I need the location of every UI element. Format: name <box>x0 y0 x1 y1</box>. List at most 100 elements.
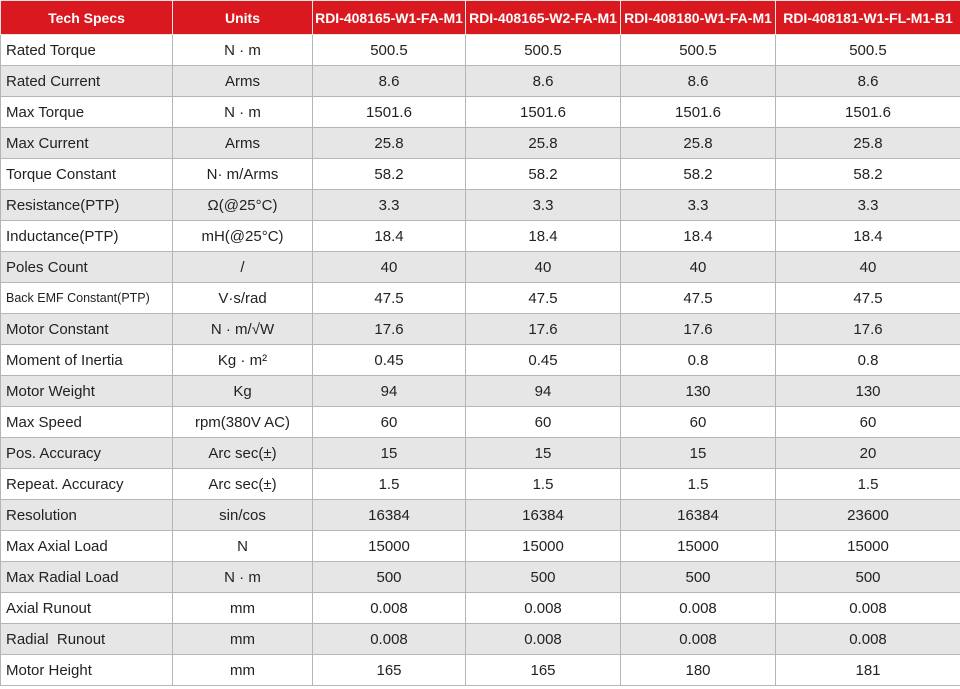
value-cell: 500 <box>312 561 466 593</box>
value-cell: 15000 <box>312 530 466 562</box>
value-cell: 130 <box>775 375 960 407</box>
value-cell: 58.2 <box>775 158 960 190</box>
value-cell: 500 <box>775 561 960 593</box>
spec-name: Rated Current <box>0 65 173 97</box>
spec-name: Motor Constant <box>0 313 173 345</box>
spec-name: Max Axial Load <box>0 530 173 562</box>
value-cell: 0.008 <box>775 623 960 655</box>
unit-cell: N · m <box>172 34 313 66</box>
value-cell: 47.5 <box>775 282 960 314</box>
spec-name: Motor Height <box>0 654 173 686</box>
value-cell: 16384 <box>620 499 776 531</box>
value-cell: 0.45 <box>465 344 621 376</box>
spec-name: Pos. Accuracy <box>0 437 173 469</box>
value-cell: 17.6 <box>465 313 621 345</box>
value-cell: 15000 <box>465 530 621 562</box>
spec-name: Repeat. Accuracy <box>0 468 173 500</box>
value-cell: 15 <box>620 437 776 469</box>
value-cell: 500 <box>465 561 621 593</box>
value-cell: 47.5 <box>620 282 776 314</box>
unit-cell: N <box>172 530 313 562</box>
unit-cell: Arms <box>172 127 313 159</box>
value-cell: 165 <box>312 654 466 686</box>
unit-cell: mm <box>172 654 313 686</box>
value-cell: 0.8 <box>775 344 960 376</box>
unit-cell: mH(@25°C) <box>172 220 313 252</box>
value-cell: 0.45 <box>312 344 466 376</box>
value-cell: 15 <box>465 437 621 469</box>
unit-cell: N · m <box>172 96 313 128</box>
unit-cell: sin/cos <box>172 499 313 531</box>
value-cell: 130 <box>620 375 776 407</box>
spec-name: Max Torque <box>0 96 173 128</box>
unit-cell: mm <box>172 592 313 624</box>
value-cell: 16384 <box>312 499 466 531</box>
header-cell: Units <box>172 0 313 35</box>
unit-cell: Arc sec(±) <box>172 468 313 500</box>
value-cell: 17.6 <box>775 313 960 345</box>
value-cell: 500.5 <box>620 34 776 66</box>
table-row: Max Radial Load N · m 500 500 500 500 <box>0 561 960 593</box>
spec-name: Resolution <box>0 499 173 531</box>
value-cell: 1.5 <box>312 468 466 500</box>
value-cell: 0.8 <box>620 344 776 376</box>
value-cell: 8.6 <box>465 65 621 97</box>
table-row: Pos. Accuracy Arc sec(±) 15 15 15 20 <box>0 437 960 469</box>
value-cell: 18.4 <box>465 220 621 252</box>
value-cell: 25.8 <box>775 127 960 159</box>
value-cell: 15000 <box>775 530 960 562</box>
spec-name: Axial Runout <box>0 592 173 624</box>
value-cell: 58.2 <box>465 158 621 190</box>
unit-cell: Arms <box>172 65 313 97</box>
value-cell: 15 <box>312 437 466 469</box>
table-row: Repeat. Accuracy Arc sec(±) 1.5 1.5 1.5 1.5 <box>0 468 960 500</box>
value-cell: 40 <box>465 251 621 283</box>
value-cell: 60 <box>465 406 621 438</box>
value-cell: 25.8 <box>620 127 776 159</box>
value-cell: 0.008 <box>312 623 466 655</box>
table-row: Torque Constant N· m/Arms 58.2 58.2 58.2 58.2 <box>0 158 960 190</box>
spec-name: Rated Torque <box>0 34 173 66</box>
value-cell: 3.3 <box>465 189 621 221</box>
table-row: Max Axial Load N 15000 15000 15000 15000 <box>0 530 960 562</box>
value-cell: 94 <box>465 375 621 407</box>
value-cell: 18.4 <box>775 220 960 252</box>
value-cell: 0.008 <box>465 623 621 655</box>
table-row: Max Torque N · m 1501.6 1501.6 1501.6 1501.6 <box>0 96 960 128</box>
table-row: Poles Count/40 40 40 40 <box>0 251 960 283</box>
unit-cell: Kg · m² <box>172 344 313 376</box>
value-cell: 8.6 <box>775 65 960 97</box>
value-cell: 23600 <box>775 499 960 531</box>
unit-cell: Ω(@25°C) <box>172 189 313 221</box>
value-cell: 25.8 <box>312 127 466 159</box>
spec-name: Max Speed <box>0 406 173 438</box>
spec-name: Poles Count <box>0 251 173 283</box>
spec-name: Torque Constant <box>0 158 173 190</box>
table-row: Moment of Inertia Kg · m² 0.45 0.45 0.8 0.8 <box>0 344 960 376</box>
header-cell: RDI-408181-W1-FL-M1-B1 <box>775 0 960 35</box>
table-row: Motor Height mm 165 165 180 181 <box>0 654 960 686</box>
value-cell: 181 <box>775 654 960 686</box>
value-cell: 1501.6 <box>465 96 621 128</box>
table-row: Max Speed rpm(380V AC) 60 60 60 60 <box>0 406 960 438</box>
table-row: Resolution sin/cos 16384 16384 16384 23600 <box>0 499 960 531</box>
value-cell: 47.5 <box>312 282 466 314</box>
table-row: Rated Current Arms 8.6 8.6 8.6 8.6 <box>0 65 960 97</box>
spec-name: Inductance(PTP) <box>0 220 173 252</box>
value-cell: 17.6 <box>620 313 776 345</box>
unit-cell: Arc sec(±) <box>172 437 313 469</box>
unit-cell: N · m/√W <box>172 313 313 345</box>
value-cell: 1.5 <box>775 468 960 500</box>
value-cell: 60 <box>620 406 776 438</box>
value-cell: 15000 <box>620 530 776 562</box>
value-cell: 17.6 <box>312 313 466 345</box>
table-row: Motor Weight Kg 94 94 130 130 <box>0 375 960 407</box>
value-cell: 165 <box>465 654 621 686</box>
table-row: Rated Torque N · m 500.5 500.5 500.5 500.5 <box>0 34 960 66</box>
value-cell: 500.5 <box>775 34 960 66</box>
value-cell: 0.008 <box>465 592 621 624</box>
value-cell: 0.008 <box>620 592 776 624</box>
header-cell: RDI-408165-W1-FA-M1 <box>312 0 466 35</box>
unit-cell: N · m <box>172 561 313 593</box>
value-cell: 40 <box>620 251 776 283</box>
